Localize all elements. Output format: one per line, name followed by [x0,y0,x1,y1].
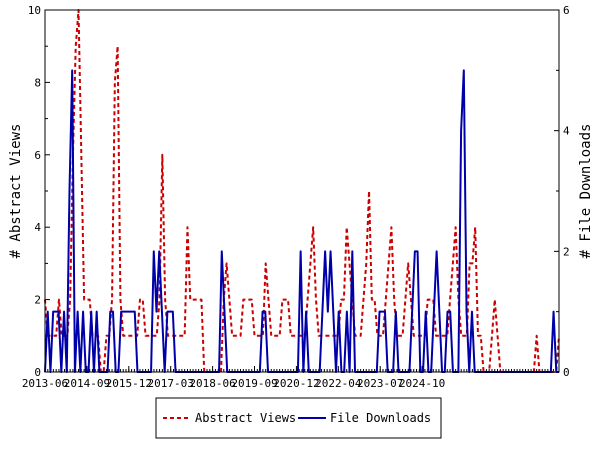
x-tick-label: 2020-12 [273,377,319,390]
x-tick-label: 2017-03 [148,377,194,390]
y-left-tick-label: 4 [34,221,41,234]
x-tick-label: 2022-04 [315,377,362,390]
x-tick-label: 2014-09 [64,377,110,390]
y-right-tick-label: 4 [563,125,570,138]
x-tick-label: 2019-09 [231,377,277,390]
y-left-axis-title: # Abstract Views [8,124,24,259]
y-right-tick-label: 6 [563,4,570,17]
y-left-tick-label: 8 [34,76,41,89]
legend: Abstract Views File Downloads [155,397,442,439]
y-left-tick-label: 2 [34,294,41,307]
y-right-tick-label: 2 [563,245,570,258]
y-right-axis-title: # File Downloads [578,124,594,259]
plot-frame [44,9,560,373]
x-tick-label: 2023-07 [357,377,403,390]
y-right-tick-label: 0 [563,366,570,379]
x-tick-label: 2013-06 [22,377,68,390]
y-left-tick-label: 10 [28,4,41,17]
series-line-file-downloads [44,69,559,373]
x-tick-label: 2024-10 [399,377,445,390]
x-tick-label: 2018-06 [189,377,235,390]
y-left-tick-label: 6 [34,149,41,162]
legend-label-file-downloads: File Downloads [330,411,431,425]
legend-label-abstract-views: Abstract Views [195,411,296,425]
y-left-tick-label: 0 [34,366,41,379]
x-tick-label: 2015-12 [106,377,152,390]
